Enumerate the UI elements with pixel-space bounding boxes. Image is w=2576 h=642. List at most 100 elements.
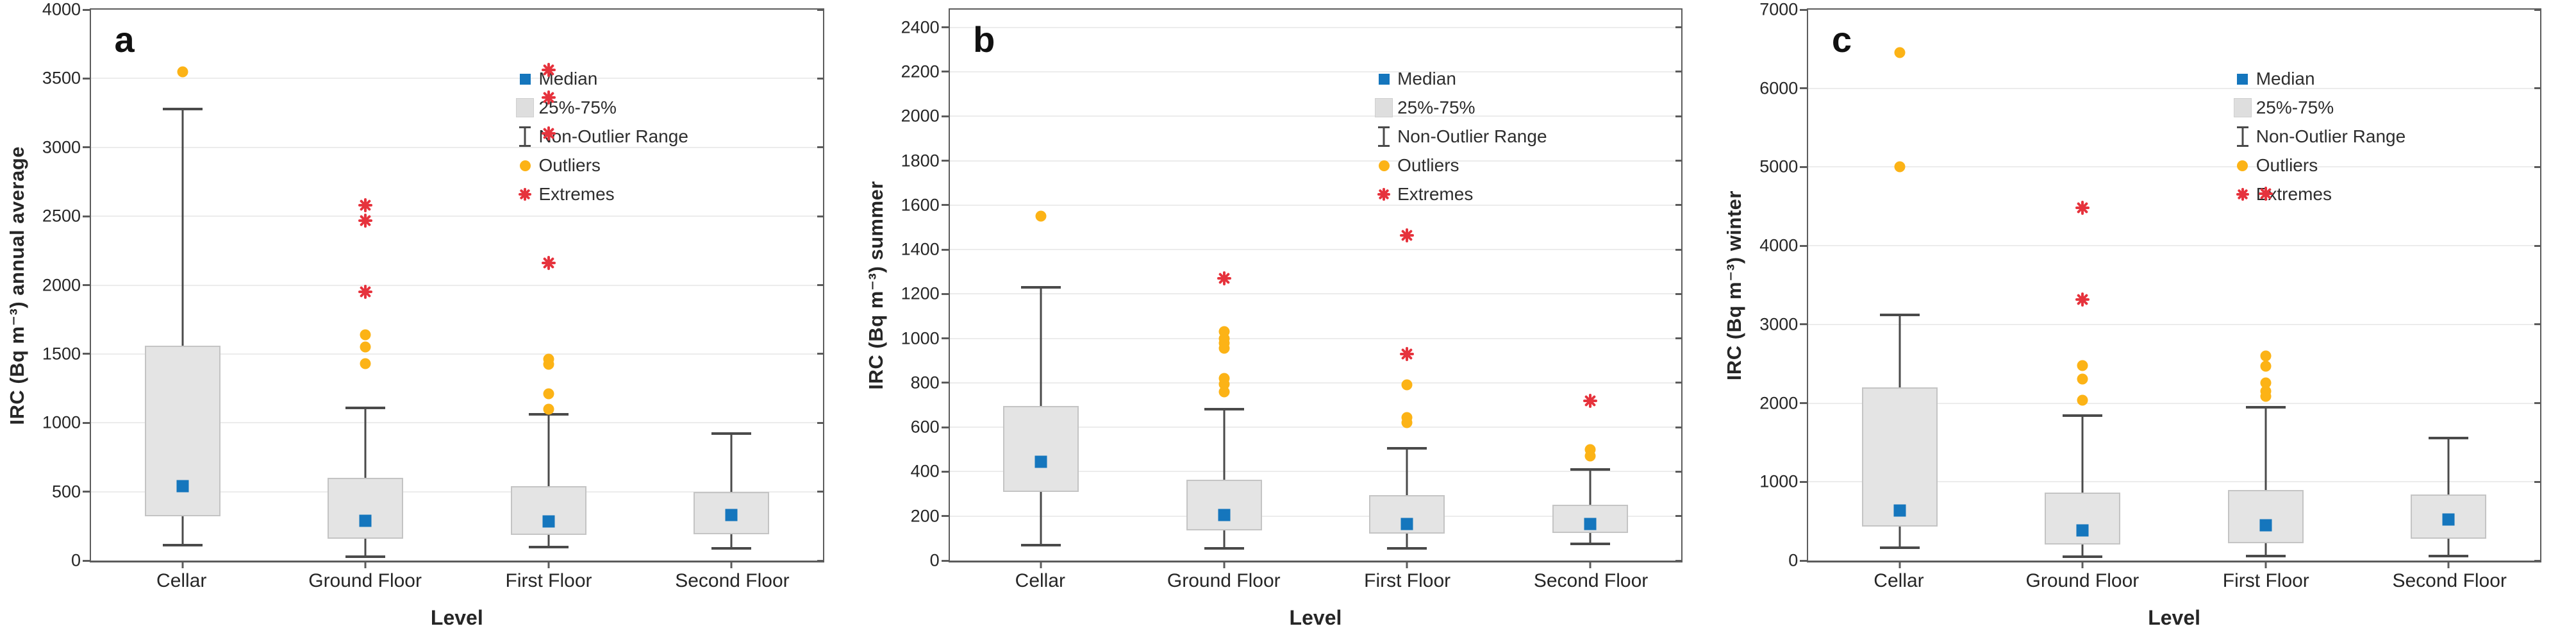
gridline (949, 249, 1682, 251)
y-tick-mark (1800, 480, 1807, 483)
outlier-point (1894, 161, 1906, 173)
y-tick-label: 3500 (42, 68, 81, 88)
gridline (949, 204, 1682, 206)
median-marker (725, 509, 738, 521)
whisker-cap-high (1204, 408, 1244, 411)
whisker-upper-first-floor (2264, 407, 2267, 490)
whisker-cap-low (1204, 546, 1244, 550)
iqr-box-cellar (1861, 387, 1938, 527)
y-tick-label: 2000 (42, 275, 81, 294)
whisker-cap-high (528, 413, 569, 416)
extreme-point (541, 63, 556, 78)
legend-label: Outliers (2256, 155, 2318, 176)
x-category-label: First Floor (2222, 570, 2309, 591)
y-axis-title-c: IRC (Bq m⁻³) winter (1723, 190, 1746, 381)
y-tick-mark (2534, 165, 2540, 168)
whisker-legend-icon (2236, 126, 2248, 148)
gridline (949, 427, 1682, 428)
plot-area-a: 0 500 1000 1500 2000 2500 3000 3500 4000 a Median 2… (42, 0, 824, 570)
x-category-label: Cellar (156, 570, 207, 591)
y-tick-label: 1500 (42, 344, 81, 364)
gridline (1808, 323, 2540, 325)
whisker-lower-first-floor (2264, 543, 2267, 556)
iqr-legend-icon (516, 98, 535, 118)
legend-item: 25%-75% (2229, 96, 2406, 119)
y-tick-label: 5000 (1759, 156, 1799, 176)
whisker-upper-first-floor (547, 414, 550, 487)
outlier-point (360, 358, 371, 369)
legend-item: 25%-75% (511, 96, 688, 119)
y-tick-label: 1000 (42, 412, 81, 432)
whisker-cap-low (1879, 546, 1920, 549)
x-category-label: Second Floor (1533, 570, 1649, 591)
y-tick-mark (1675, 426, 1682, 428)
y-tick-mark (1675, 337, 1682, 340)
gridline (1808, 402, 2540, 404)
iqr-legend-icon (1375, 98, 1393, 118)
y-tick-mark (1800, 244, 1807, 247)
whisker-cap-high (2245, 405, 2286, 409)
legend-label: Extremes (538, 184, 615, 205)
plot-area-b: 0 200 400 600 800 1000 1200 1400 1600 1800 2000 220… (901, 8, 1683, 570)
whisker-cap-low (2429, 554, 2469, 557)
y-tick-label: 0 (1788, 550, 1799, 570)
whisker-cap-high (162, 107, 203, 110)
iqr-box-ground-floor (328, 478, 404, 539)
extreme-point (541, 90, 556, 105)
whisker-cap-low (162, 544, 203, 547)
x-category-label: Second Floor (2392, 570, 2507, 591)
y-tick-mark (83, 491, 90, 493)
y-tick-mark (941, 204, 949, 207)
gridline (91, 353, 823, 355)
legend-item: Extremes (2229, 183, 2406, 206)
x-axis-title-a: Level (430, 606, 483, 629)
x-axis-title-b: Level (1289, 606, 1342, 629)
y-tick-mark (83, 421, 90, 424)
y-tick-label: 1400 (901, 239, 940, 259)
y-tick-mark (2534, 87, 2540, 90)
outlier-point (543, 388, 554, 400)
x-category-label: First Floor (1364, 570, 1451, 591)
x-axis-labels: Cellar Ground Floor First Floor Second Floo… (1807, 568, 2541, 600)
extreme-point (541, 256, 556, 271)
extreme-legend-icon (519, 188, 532, 201)
y-tick-mark (1675, 160, 1682, 162)
whisker-lower-first-floor (547, 535, 550, 547)
y-tick-mark (2534, 402, 2540, 405)
median-legend-icon (2237, 73, 2248, 85)
legend-item: Outliers (511, 154, 688, 177)
legend-item: Median (2229, 67, 2406, 90)
outlier-point (1218, 386, 1230, 398)
whisker-upper-first-floor (1406, 448, 1408, 495)
extreme-legend-icon (2236, 188, 2249, 201)
outlier-point (543, 359, 554, 370)
y-tick-label: 1200 (901, 283, 940, 303)
y-tick-label: 600 (910, 417, 940, 437)
extreme-point (1217, 271, 1231, 286)
median-marker (2076, 524, 2089, 537)
y-tick-mark (817, 491, 823, 493)
extreme-legend-icon (1377, 188, 1391, 201)
whisker-cap-low (1387, 546, 1427, 550)
gridline (949, 471, 1682, 473)
outlier-point (1894, 47, 1906, 58)
median-marker (1584, 518, 1597, 530)
median-marker (1218, 509, 1231, 521)
gridline (1808, 481, 2540, 483)
legend-label: Non-Outlier Range (1397, 126, 1547, 147)
y-tick-mark (817, 353, 823, 355)
outlier-point (2260, 350, 2272, 362)
y-tick-mark (817, 215, 823, 217)
outlier-point (1035, 210, 1047, 222)
y-tick-mark (941, 71, 949, 73)
legend-label: 25%-75% (1397, 97, 1475, 118)
legend-item: Median (511, 67, 688, 90)
y-tick-mark (83, 353, 90, 355)
y-tick-label: 500 (51, 482, 81, 502)
outlier-point (2260, 360, 2272, 372)
panel-b: IRC (Bq m⁻³) summer 0 200 400 600 800 1000 1200… (859, 0, 1718, 642)
y-tick-label: 1000 (1759, 471, 1799, 491)
x-axis-title-c: Level (2148, 606, 2201, 629)
whisker-lower-ground-floor (1223, 530, 1226, 548)
